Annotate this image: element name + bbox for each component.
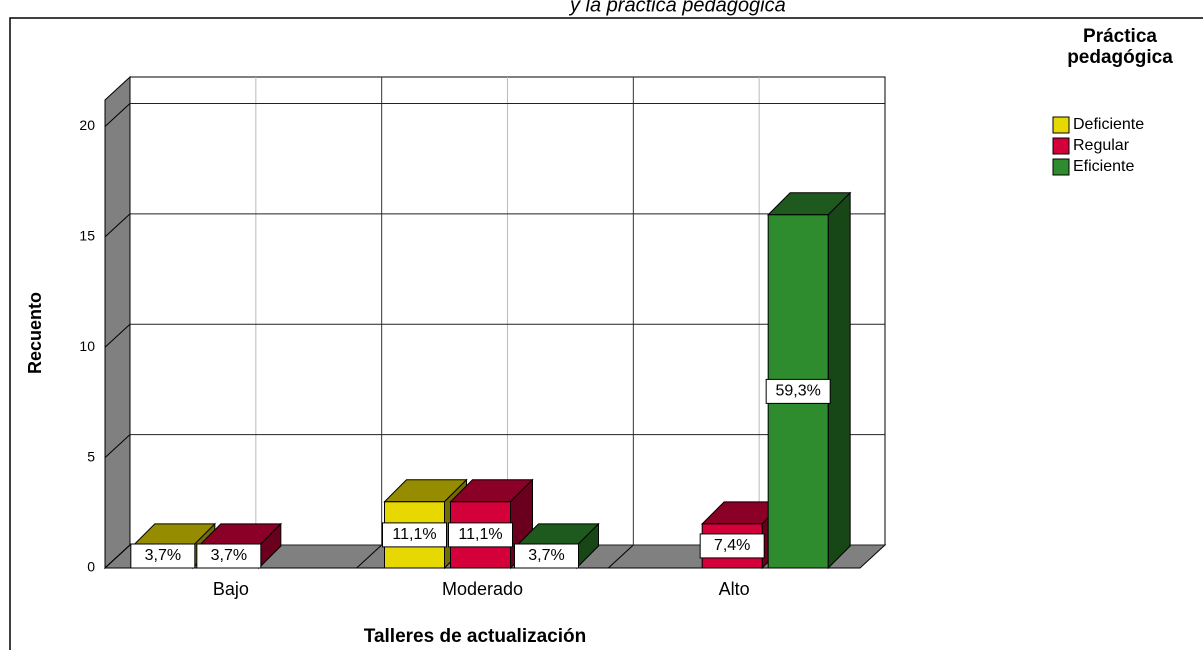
value-label: 3,7% [211, 547, 247, 564]
y-tick-label: 5 [87, 448, 95, 464]
value-label-box [382, 522, 447, 548]
grid-line-side [104, 434, 131, 458]
grid-line-side [104, 544, 131, 569]
chart-title: y la práctica pedagógica [568, 0, 786, 16]
x-axis-label: Talleres de actualización [364, 626, 586, 647]
floor-divider [607, 544, 634, 569]
grid-line-side [104, 103, 131, 127]
left-wall [104, 75, 131, 570]
value-label: 11,1% [458, 526, 502, 543]
value-label-box [130, 543, 196, 569]
legend-swatch [1052, 116, 1070, 134]
frame [9, 17, 1203, 650]
y-tick-label: 10 [79, 338, 95, 354]
x-tick-label: Alto [719, 579, 750, 599]
value-label: 3,7% [528, 547, 564, 564]
value-label-box [765, 378, 831, 404]
y-axis-label: Recuento [25, 292, 45, 374]
y-tick-label: 15 [79, 228, 95, 244]
grid-line-side [104, 213, 131, 238]
bar-side [827, 191, 851, 570]
legend-swatch [1052, 158, 1070, 176]
x-tick-label: Bajo [213, 579, 249, 599]
value-label-box [448, 522, 513, 548]
value-label-box [514, 543, 579, 569]
y-tick-label: 20 [79, 117, 95, 133]
legend-swatch [1052, 137, 1070, 155]
legend-title: Práctica pedagógica [1067, 26, 1173, 68]
value-label: 3,7% [145, 547, 181, 564]
value-label: 11,1% [392, 526, 436, 543]
legend-label: Deficiente [1073, 116, 1144, 133]
grid-line-side [104, 323, 131, 348]
legend-label: Regular [1073, 137, 1130, 154]
legend-label: Eficiente [1073, 158, 1134, 175]
value-label: 7,4% [714, 537, 750, 554]
value-label-box [699, 533, 765, 559]
y-tick-label: 0 [87, 559, 95, 575]
x-tick-label: Moderado [442, 579, 523, 599]
floor-divider [356, 544, 383, 569]
value-label: 59,3% [775, 383, 820, 400]
value-label-box [196, 543, 262, 569]
